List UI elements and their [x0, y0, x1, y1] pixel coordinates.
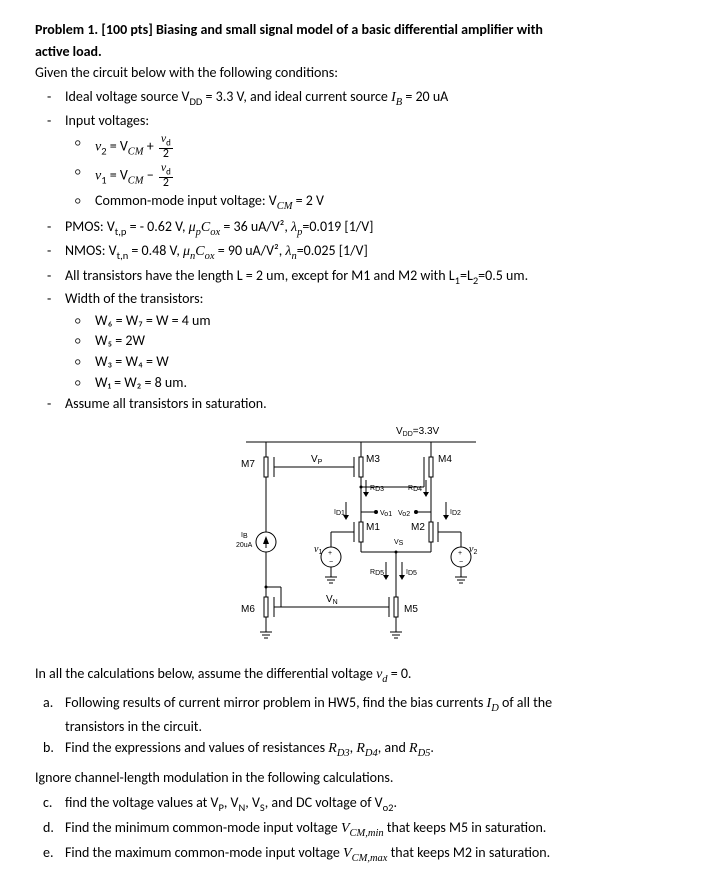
svg-text:v2: v2	[469, 544, 477, 556]
svg-text:IB: IB	[241, 532, 248, 540]
svg-text:−: −	[329, 559, 333, 566]
cond-width: Width of the transistors: W₆ = W₇ = W = …	[65, 289, 677, 392]
cond-assume: Assume all transistors in saturation.	[65, 394, 677, 414]
svg-text:VP: VP	[311, 454, 323, 466]
part-c: c. find the voltage values at VP, VN, VS…	[65, 793, 677, 815]
svg-text:M7: M7	[241, 459, 255, 470]
cond-pmos: PMOS: Vt,p = - 0.62 V, μpCox = 36 uA/V²,…	[65, 217, 677, 240]
intro-line: Given the circuit below with the followi…	[35, 63, 677, 83]
svg-text:VS: VS	[394, 539, 404, 547]
cond-nmos: NMOS: Vt,n = 0.48 V, μnCox = 90 uA/V², λ…	[65, 241, 677, 264]
cond-vcm: Common-mode input voltage: VCM = 2 V	[95, 191, 677, 214]
svg-text:M6: M6	[241, 604, 255, 615]
conditions-list: Ideal voltage source VDD = 3.3 V, and id…	[35, 87, 677, 414]
svg-text:ID2: ID2	[450, 509, 461, 517]
svg-text:M4: M4	[438, 454, 452, 465]
part-e: e. Find the maximum common-mode input vo…	[65, 843, 677, 866]
assume-vd0: In all the calculations below, assume th…	[35, 664, 677, 687]
w67: W₆ = W₇ = W = 4 um	[95, 311, 677, 331]
svg-text:+: +	[328, 550, 332, 557]
svg-text:ID5: ID5	[406, 569, 417, 577]
part-d: d. Find the minimum common-mode input vo…	[65, 818, 677, 841]
ignore-clm: Ignore channel-length modulation in the …	[35, 768, 677, 788]
svg-text:Vo2: Vo2	[398, 510, 410, 518]
cond-ideal: Ideal voltage source VDD = 3.3 V, and id…	[65, 87, 677, 110]
svg-text:M1: M1	[366, 522, 380, 533]
cond-input: Input voltages: v2 = VCM + vd2 v1 = VCM …	[65, 111, 677, 214]
svg-text:−: −	[459, 559, 463, 566]
parts-cde: c. find the voltage values at VP, VN, VS…	[35, 793, 677, 866]
svg-text:RD5: RD5	[370, 569, 384, 577]
svg-text:VN: VN	[326, 594, 338, 606]
cond-length: All transistors have the length L = 2 um…	[65, 266, 677, 288]
part-a: a. Following results of current mirror p…	[65, 693, 677, 736]
svg-text:VDD=3.3V: VDD=3.3V	[396, 426, 440, 438]
svg-text:RD4: RD4	[408, 485, 422, 493]
w34: W₃ = W₄ = W	[95, 352, 677, 372]
w12: W₁ = W₂ = 8 um.	[95, 373, 677, 393]
problem-title-l1: Problem 1. [100 pts] Biasing and small s…	[35, 20, 677, 40]
circuit-diagram: .w { stroke:#000; stroke-width:1; fill:n…	[186, 422, 526, 652]
cond-v1: v1 = VCM − vd2	[95, 162, 677, 190]
svg-text:M5: M5	[404, 604, 418, 615]
w5: W₅ = 2W	[95, 331, 677, 351]
cond-v2: v2 = VCM + vd2	[95, 133, 677, 161]
problem-title-l2: active load.	[35, 42, 677, 62]
svg-text:v1: v1	[314, 544, 322, 556]
svg-text:Vo1: Vo1	[380, 510, 392, 518]
svg-text:RD3: RD3	[370, 485, 384, 493]
parts-ab: a. Following results of current mirror p…	[35, 693, 677, 762]
svg-text:M2: M2	[411, 522, 425, 533]
svg-text:ID1: ID1	[334, 509, 345, 517]
svg-text:+: +	[458, 550, 462, 557]
part-b: b. Find the expressions and values of re…	[65, 738, 677, 761]
svg-text:M3: M3	[366, 454, 380, 465]
svg-text:20uA: 20uA	[236, 542, 253, 549]
